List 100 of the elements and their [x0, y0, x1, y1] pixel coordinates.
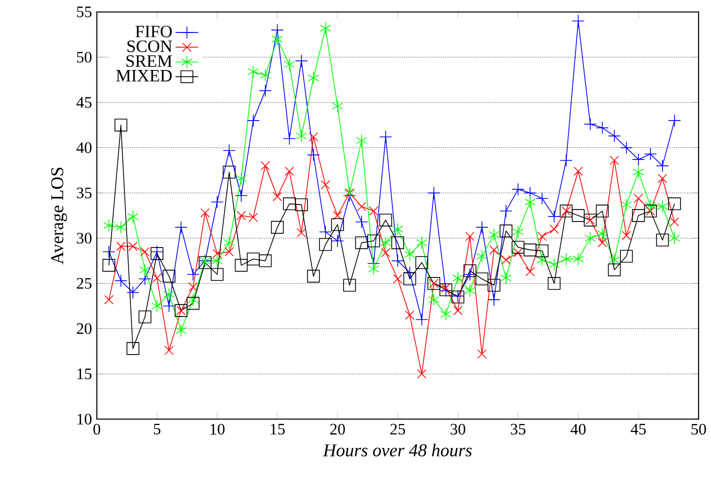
point [355, 216, 368, 228]
point [224, 247, 234, 256]
point [668, 232, 680, 245]
point [331, 234, 344, 248]
point [476, 220, 488, 234]
point [295, 198, 308, 212]
point [200, 208, 210, 218]
point [572, 209, 585, 222]
point [174, 220, 188, 234]
point [500, 224, 512, 238]
point [596, 121, 609, 134]
point [548, 277, 561, 290]
point [632, 209, 645, 222]
point [464, 264, 476, 278]
point [524, 244, 536, 256]
point [610, 156, 619, 165]
point [584, 118, 597, 131]
point [212, 248, 222, 258]
point [620, 198, 632, 212]
point [392, 222, 404, 236]
point [417, 369, 426, 379]
point [524, 196, 536, 208]
point [210, 196, 224, 208]
point [163, 288, 175, 301]
point [356, 134, 368, 147]
point [620, 141, 633, 154]
point [139, 263, 151, 276]
point [380, 236, 392, 250]
legend-label: SCON [127, 40, 172, 52]
point [464, 284, 476, 298]
point [222, 144, 236, 157]
point [332, 100, 344, 112]
point [126, 286, 140, 299]
point [319, 238, 332, 251]
point [379, 130, 392, 144]
point [307, 270, 320, 283]
point [115, 220, 126, 234]
point [656, 234, 669, 246]
point [596, 204, 609, 218]
point [525, 267, 535, 276]
point [381, 248, 390, 258]
point [574, 166, 583, 176]
point [391, 236, 404, 250]
point [248, 212, 258, 222]
x-tick-label: 20 [330, 424, 345, 435]
point [668, 197, 681, 210]
point [319, 225, 332, 238]
point [536, 244, 549, 258]
x-tick-label: 40 [570, 424, 586, 435]
point [355, 236, 368, 250]
point [367, 234, 380, 248]
point [560, 154, 573, 167]
point [234, 258, 248, 272]
point [282, 197, 296, 210]
point [512, 182, 524, 196]
point [162, 270, 176, 283]
point [320, 180, 330, 190]
y-tick-label: 10 [78, 414, 92, 425]
point [272, 32, 283, 46]
x-tick-label: 10 [210, 424, 225, 435]
point [415, 313, 428, 326]
point [656, 200, 668, 213]
y-tick-label: 40 [76, 142, 92, 154]
x-axis-title: Hours over 48 hours [322, 444, 472, 456]
x-tick-label: 15 [270, 424, 285, 435]
point [212, 254, 223, 268]
point [246, 252, 260, 266]
x-tick-label: 45 [630, 424, 646, 434]
point [320, 22, 332, 35]
point [477, 349, 487, 359]
point [513, 248, 523, 258]
point [668, 114, 681, 127]
point [393, 274, 402, 284]
point [102, 245, 116, 258]
point [512, 225, 524, 238]
point [572, 14, 585, 28]
point [632, 153, 645, 166]
point [104, 295, 114, 304]
point [128, 242, 138, 251]
point [415, 256, 428, 269]
point [234, 189, 248, 202]
point [284, 166, 294, 176]
point [548, 258, 560, 271]
x-tick-label: 35 [510, 424, 526, 435]
point [379, 214, 392, 226]
point [368, 206, 378, 216]
point [284, 58, 295, 71]
point [622, 230, 632, 240]
point [356, 202, 366, 212]
point [188, 293, 199, 306]
point [186, 296, 200, 310]
point [114, 274, 128, 288]
point [608, 263, 621, 276]
point [500, 204, 512, 218]
point [152, 273, 162, 283]
point [476, 272, 488, 286]
y-tick-label: 20 [76, 323, 92, 334]
point [560, 252, 572, 266]
point [416, 236, 428, 250]
point [236, 172, 247, 185]
